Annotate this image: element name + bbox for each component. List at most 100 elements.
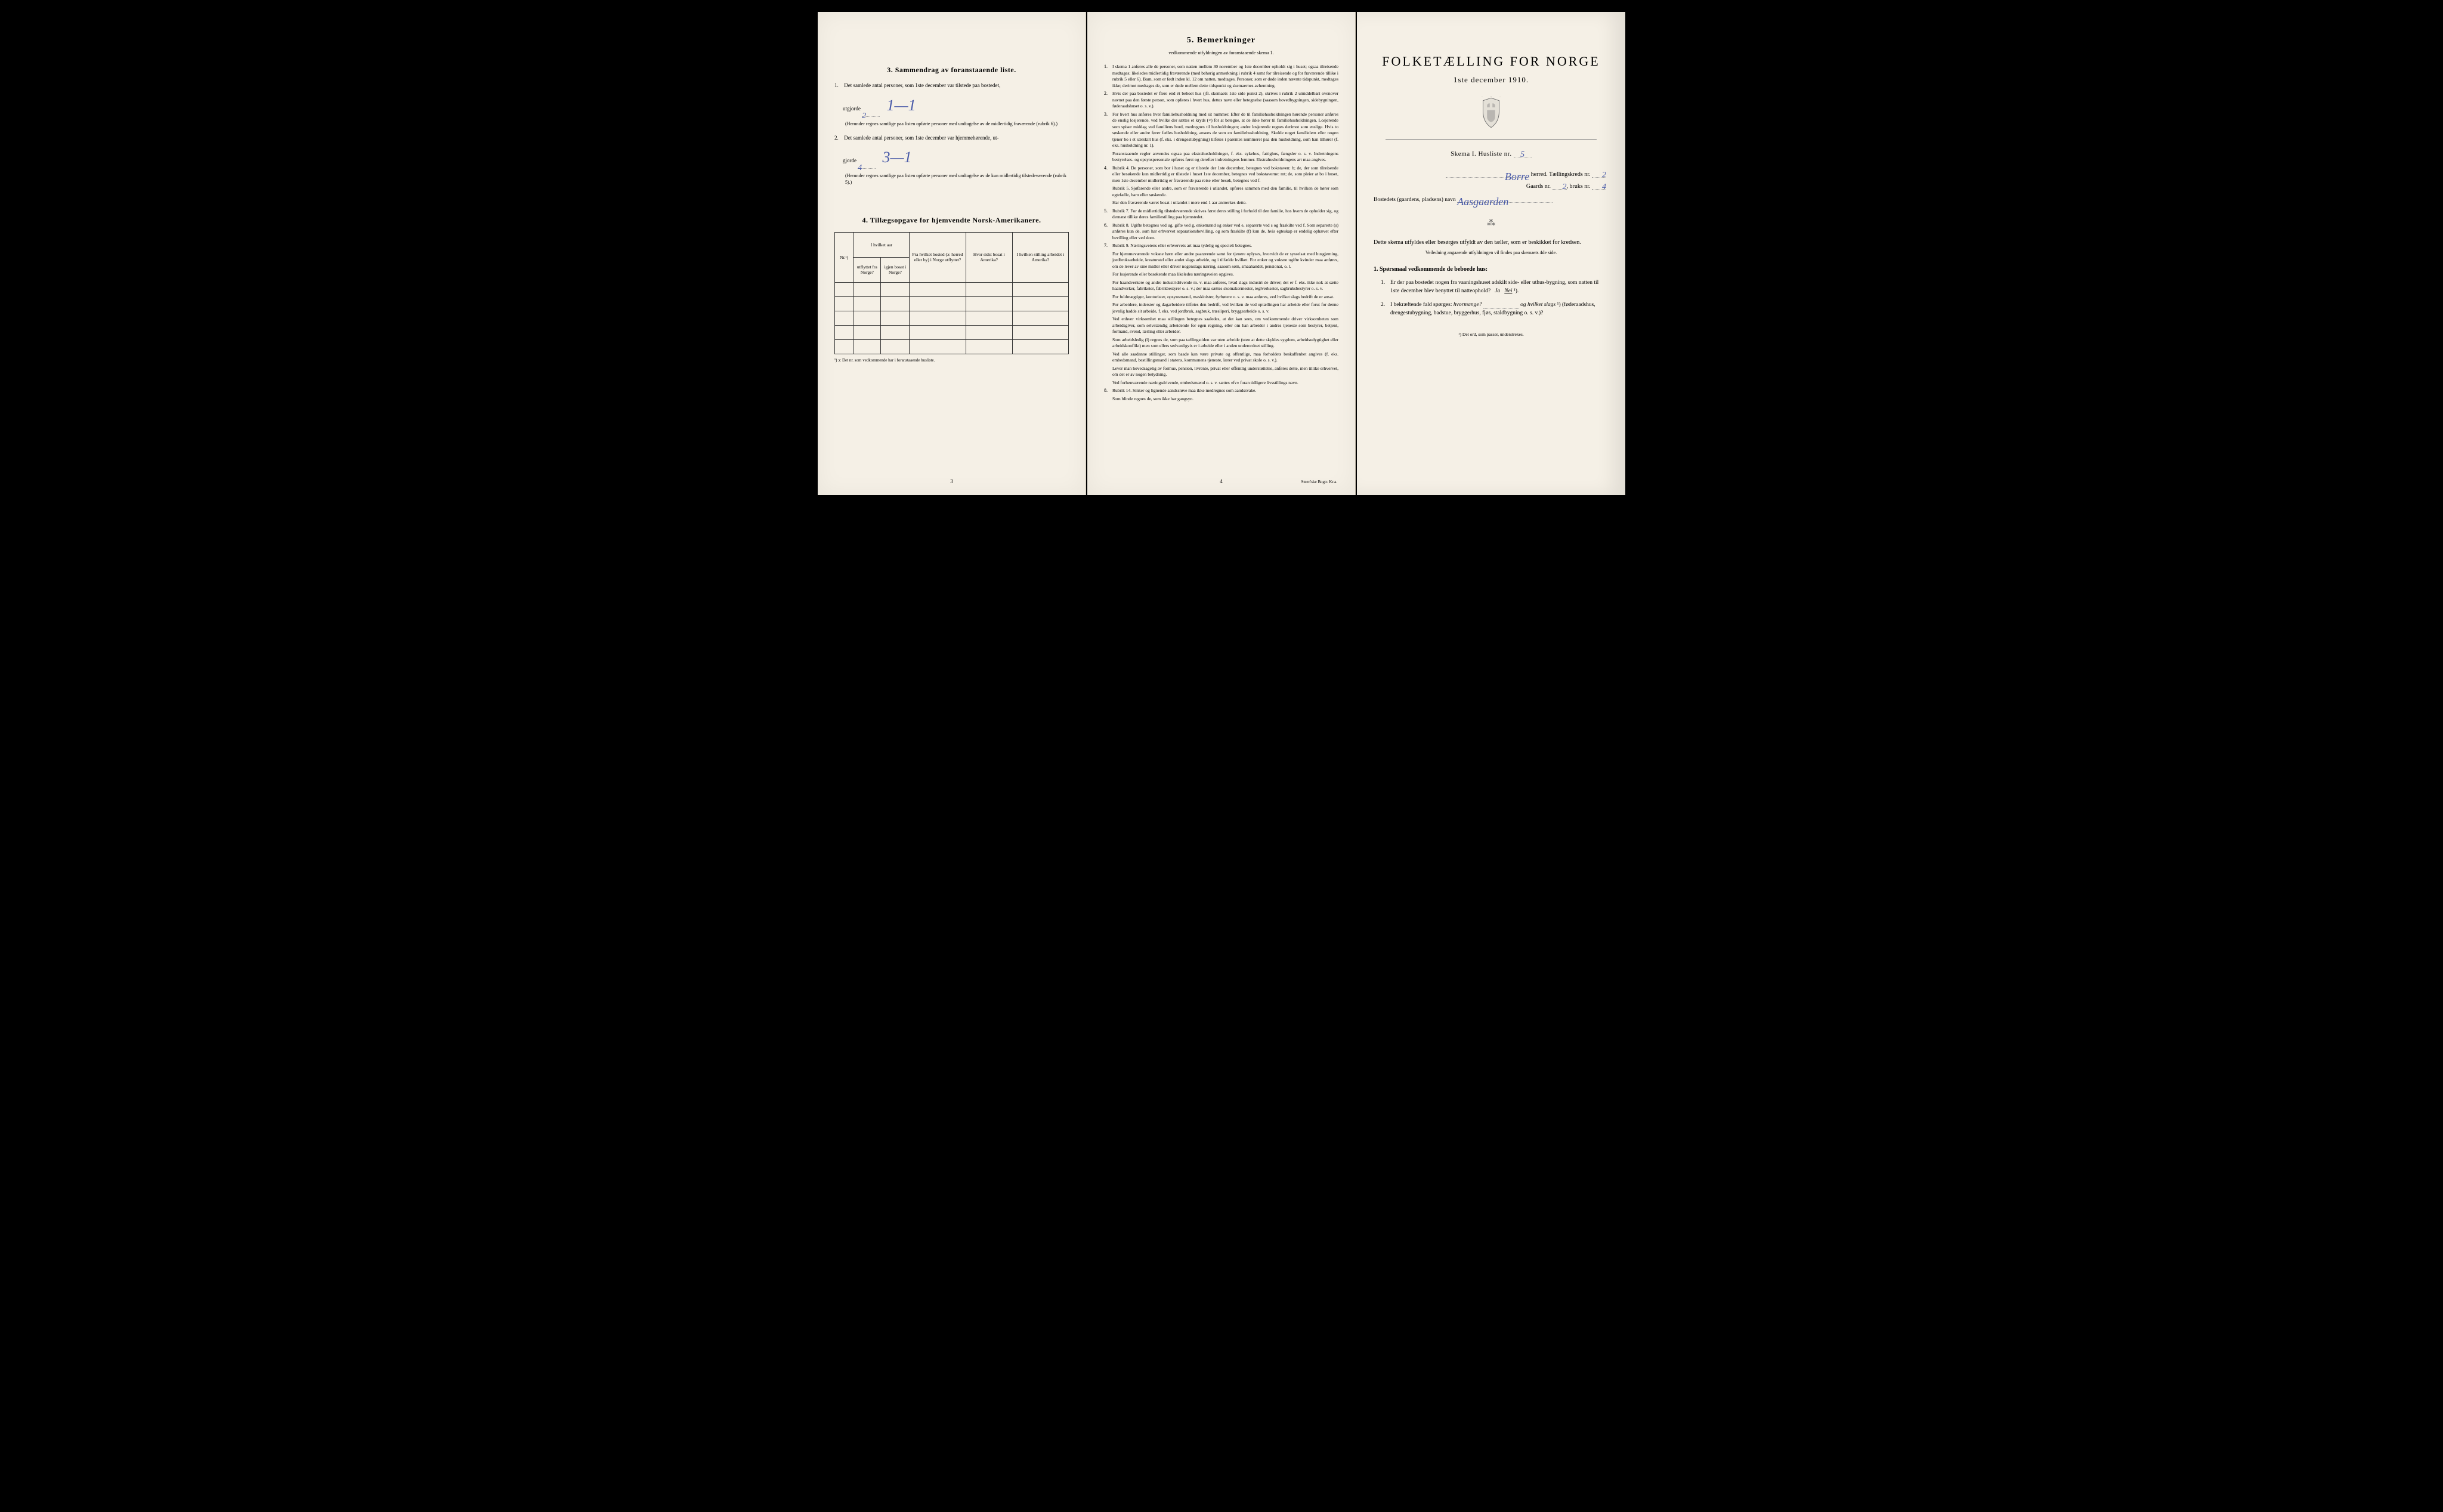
- remark-number: 3.: [1104, 112, 1112, 149]
- remark-item: Har den fraværende været bosat i utlande…: [1104, 200, 1338, 206]
- ja-option: Ja: [1495, 288, 1500, 294]
- section-5-subtitle: vedkommende utfyldningen av foranstaaend…: [1104, 50, 1338, 55]
- q-number: 1.: [1381, 279, 1390, 296]
- remark-number: [1104, 294, 1112, 301]
- remark-number: [1104, 185, 1112, 198]
- col-fra: Fra hvilket bosted (ɔ: herred eller by) …: [910, 232, 966, 282]
- gaard-value: 2: [1563, 183, 1567, 191]
- sub-igjen: igjen bosat i Norge?: [881, 257, 910, 282]
- remark-text: Rubrik 4. De personer, som bor i huset o…: [1112, 165, 1338, 184]
- remark-item: For haandverkere og andre industridriven…: [1104, 280, 1338, 292]
- bostedet-line: Bostedets (gaardens, pladsens) navn Aasg…: [1374, 196, 1609, 203]
- utgjorde-label: utgjorde: [843, 106, 861, 112]
- schema-label: Skema I. Husliste nr.: [1451, 150, 1511, 157]
- remark-number: [1104, 271, 1112, 278]
- remark-text: For losjerende eller besøkende maa likel…: [1112, 271, 1338, 278]
- remark-number: 6.: [1104, 222, 1112, 242]
- sub-utflyttet: utflyttet fra Norge?: [853, 257, 881, 282]
- table-row: [835, 296, 1069, 311]
- section-3-summary: 3. Sammendrag av foranstaaende liste. 1.…: [834, 66, 1069, 186]
- col-nr: Nr.¹): [835, 232, 853, 282]
- remark-text: I skema 1 anføres alle de personer, som …: [1112, 64, 1338, 89]
- item-1-value-row: utgjorde 2 1—1: [834, 94, 1069, 117]
- remark-item: Som arbeidsledig (l) regnes de, som paa …: [1104, 337, 1338, 350]
- remark-item: Ved enhver virksomhet maa stillingen bet…: [1104, 316, 1338, 335]
- footnote-text: ¹) Det ord, som passer, understrekes.: [1458, 332, 1523, 337]
- value-4: 4: [858, 163, 862, 172]
- remark-item: For hjemmeværende voksne børn eller andr…: [1104, 251, 1338, 270]
- printer-credit: Steen'ske Bogtr. Kr.a.: [1301, 480, 1337, 484]
- remark-number: 5.: [1104, 208, 1112, 221]
- section-4-heading: 4. Tillægsopgave for hjemvendte Norsk-Am…: [834, 216, 1069, 225]
- q-number: 2.: [1381, 301, 1390, 318]
- herred-label: herred. Tællingskreds nr.: [1531, 171, 1591, 178]
- item-number: 2.: [834, 134, 843, 143]
- remark-number: 1.: [1104, 64, 1112, 89]
- intro-note: Veiledning angaaende utfyldningen vil fi…: [1374, 250, 1609, 255]
- intro-text: Dette skema utfyldes eller besørges utfy…: [1374, 238, 1609, 248]
- remark-text: For arbeidere, inderster og dagarbeidere…: [1112, 302, 1338, 314]
- remark-text: Som blinde regnes de, som ikke har gangs…: [1112, 396, 1338, 403]
- item-2: 2. Det samlede antal personer, som 1ste …: [834, 134, 1069, 143]
- remark-number: [1104, 251, 1112, 270]
- item-1: 1. Det samlede antal personer, som 1ste …: [834, 82, 1069, 90]
- remark-text: Ved alle saadanne stillinger, som baade …: [1112, 351, 1338, 364]
- gjorde-label: gjorde: [843, 157, 856, 163]
- kreds-value: 2: [1602, 171, 1606, 180]
- page-3: 3. Sammendrag av foranstaaende liste. 1.…: [818, 12, 1086, 495]
- bostedet-value: Aasgaarden: [1457, 196, 1508, 208]
- fill-line: 2: [1553, 183, 1567, 190]
- value-2: 2: [862, 112, 866, 120]
- fill-line: Aasgaarden: [1457, 196, 1553, 203]
- table-row: [835, 339, 1069, 354]
- remark-item: 4.Rubrik 4. De personer, som bor i huset…: [1104, 165, 1338, 184]
- footnote: ¹) Det ord, som passer, understrekes.: [1374, 332, 1609, 337]
- page-number: 4: [1220, 478, 1223, 484]
- remark-number: 4.: [1104, 165, 1112, 184]
- remark-text: Hvis der paa bostedet er flere end ét be…: [1112, 91, 1338, 110]
- remark-text: Rubrik 7. For de midlertidig tilstedevær…: [1112, 208, 1338, 221]
- table-row: [835, 325, 1069, 339]
- remark-item: Foranstaaende regler anvendes ogsaa paa …: [1104, 151, 1338, 163]
- remark-number: [1104, 351, 1112, 364]
- remark-number: 2.: [1104, 91, 1112, 110]
- nei-option: Nei: [1504, 288, 1512, 294]
- husliste-nr: 5: [1520, 150, 1525, 159]
- hvormange: hvormange?: [1454, 302, 1482, 308]
- fill-line: 5: [1514, 150, 1532, 157]
- remark-text: Foranstaaende regler anvendes ogsaa paa …: [1112, 151, 1338, 163]
- decoration-icon: ⁂: [1374, 218, 1609, 228]
- bruks-label: bruks nr.: [1570, 183, 1591, 190]
- remark-item: 7.Rubrik 9. Næringsveiens eller erhverve…: [1104, 243, 1338, 249]
- section-3-heading: 3. Sammendrag av foranstaaende liste.: [834, 66, 1069, 75]
- census-document: 3. Sammendrag av foranstaaende liste. 1.…: [818, 12, 1625, 495]
- remark-number: [1104, 151, 1112, 163]
- page-4: 5. Bemerkninger vedkommende utfyldningen…: [1087, 12, 1356, 495]
- remark-text: Som arbeidsledig (l) regnes de, som paa …: [1112, 337, 1338, 350]
- remark-text: For haandverkere og andre industridriven…: [1112, 280, 1338, 292]
- remark-text: Ved enhver virksomhet maa stillingen bet…: [1112, 316, 1338, 335]
- item-2-value-row: gjorde 4 3—1: [834, 146, 1069, 169]
- item-1-text: Det samlede antal personer, som 1ste dec…: [844, 82, 1000, 88]
- remark-number: [1104, 200, 1112, 206]
- remark-item: 5.Rubrik 7. For de midlertidig tilstedev…: [1104, 208, 1338, 221]
- remark-number: 8.: [1104, 388, 1112, 394]
- og-hvilket: og hvilket slags: [1520, 302, 1556, 308]
- fill-line: Borre: [1446, 171, 1529, 178]
- remark-text: Rubrik 14. Sinker og lignende aandssløve…: [1112, 388, 1338, 394]
- herred-line: Borre herred. Tællingskreds nr. 2: [1374, 171, 1609, 178]
- remark-item: Som blinde regnes de, som ikke har gangs…: [1104, 396, 1338, 403]
- main-title: FOLKETÆLLING FOR NORGE: [1374, 54, 1609, 69]
- remark-item: For losjerende eller besøkende maa likel…: [1104, 271, 1338, 278]
- q2-text: I bekræftende fald spørges:: [1390, 302, 1452, 308]
- remark-number: [1104, 316, 1112, 335]
- col-stilling: I hvilken stilling arbeidet i Amerika?: [1012, 232, 1068, 282]
- remark-text: For fuldmægtiger, kontorister, opsynsmæn…: [1112, 294, 1338, 301]
- remark-number: 7.: [1104, 243, 1112, 249]
- coat-of-arms-icon: [1374, 97, 1609, 132]
- question-1: 1. Er der paa bostedet nogen fra vaaning…: [1374, 279, 1609, 296]
- item-number: 1.: [834, 82, 843, 90]
- bostedet-label: Bostedets (gaardens, pladsens) navn: [1374, 197, 1456, 203]
- fill-line: 2: [862, 110, 880, 117]
- table-row: [835, 282, 1069, 296]
